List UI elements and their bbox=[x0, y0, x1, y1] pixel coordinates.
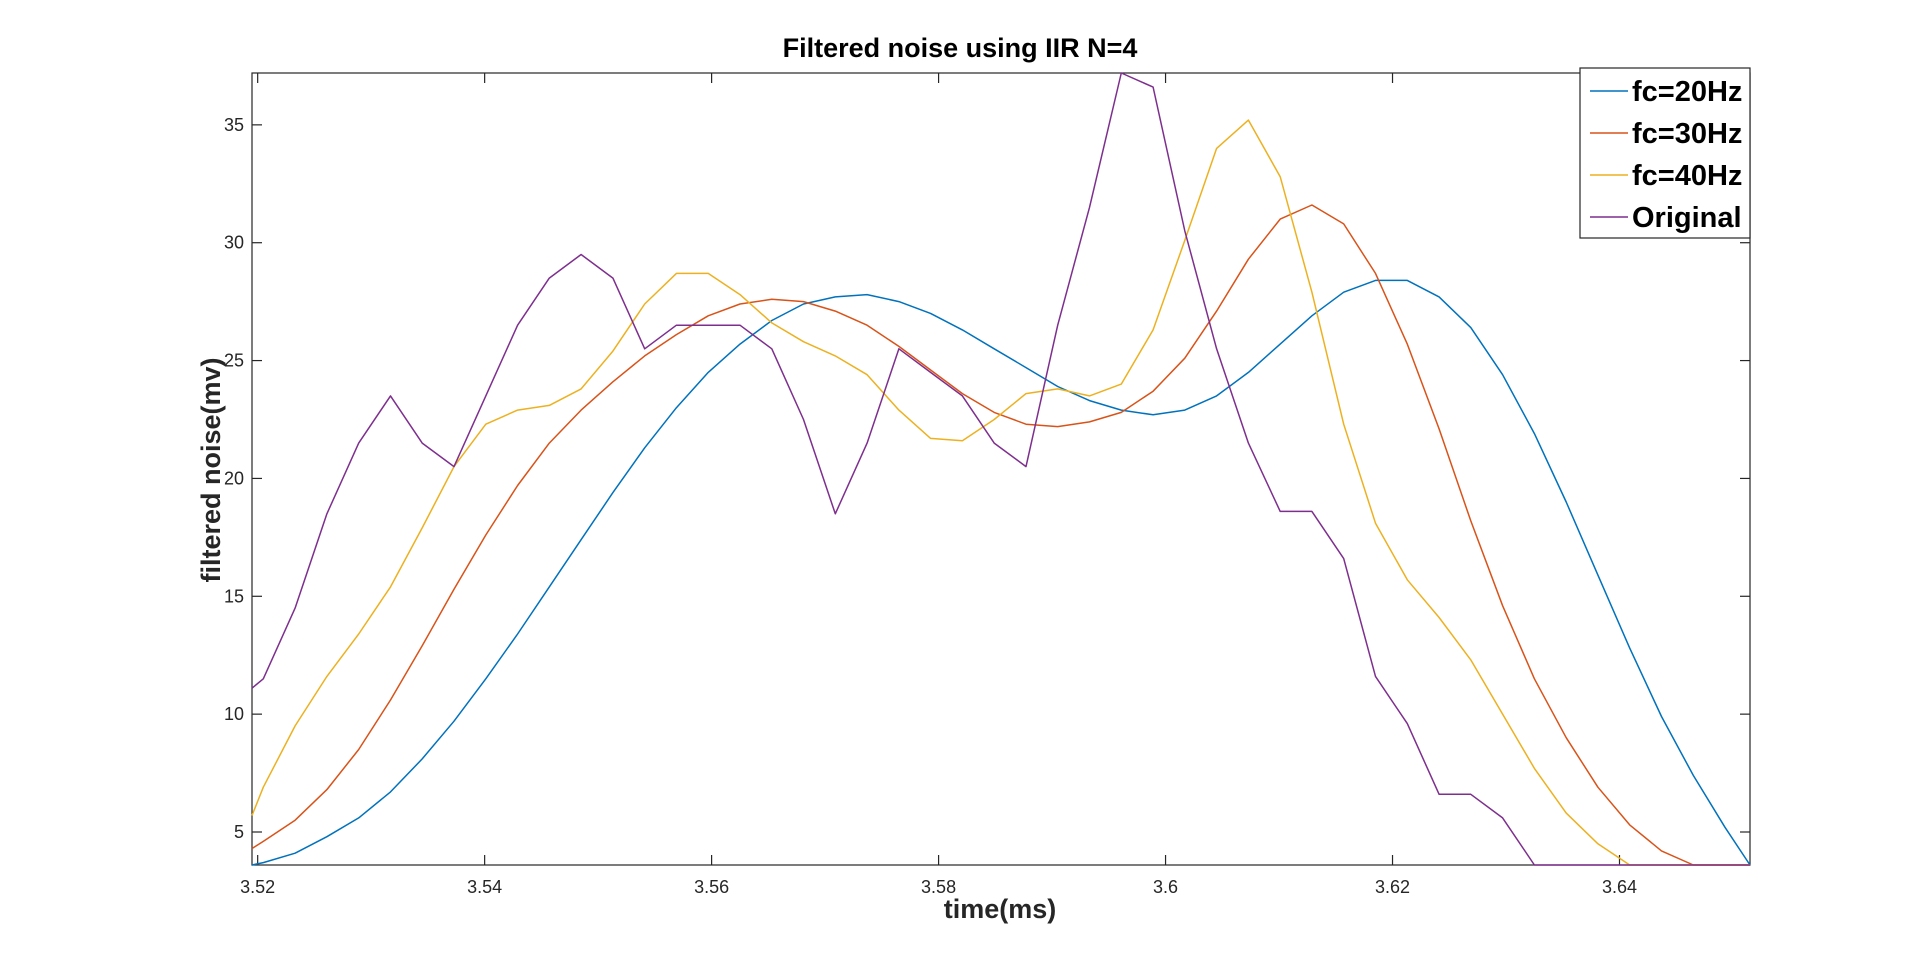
x-tick-label: 3.6 bbox=[1153, 877, 1178, 897]
x-tick-label: 3.54 bbox=[467, 877, 502, 897]
x-tick-label: 3.58 bbox=[921, 877, 956, 897]
legend-entries: fc=20Hz fc=30Hz fc=40Hz Original bbox=[1590, 76, 1742, 234]
y-tick-label: 30 bbox=[224, 233, 244, 253]
x-tick-label: 3.62 bbox=[1375, 877, 1410, 897]
y-axis-label: filtered noise(mv) bbox=[196, 357, 226, 582]
x-tick-label: 3.56 bbox=[694, 877, 729, 897]
y-tick-label: 10 bbox=[224, 704, 244, 724]
series-line-original bbox=[251, 72, 1750, 866]
y-tick-label: 15 bbox=[224, 586, 244, 606]
x-tick-label: 3.64 bbox=[1602, 877, 1637, 897]
series-lines bbox=[251, 72, 1751, 866]
legend-label: Original bbox=[1632, 202, 1742, 234]
plot-area: 3.52 3.54 3.56 3.58 3.6 3.62 3.64 5 10 15 20 25 30 3… bbox=[224, 72, 1751, 897]
y-tick-labels: 5 10 15 20 25 30 35 bbox=[224, 115, 244, 842]
series-line-fc-30hz bbox=[251, 204, 1750, 866]
y-tick-label: 20 bbox=[224, 468, 244, 488]
y-tick-label: 35 bbox=[224, 115, 244, 135]
legend-label: fc=40Hz bbox=[1632, 160, 1742, 192]
series-line-fc-20hz bbox=[251, 279, 1751, 866]
axes-box bbox=[251, 72, 1751, 866]
legend-box bbox=[1579, 67, 1751, 239]
y-tick-label: 25 bbox=[224, 351, 244, 371]
legend: fc=20Hz fc=30Hz fc=40Hz Original bbox=[1579, 67, 1751, 239]
y-tick-label: 5 bbox=[234, 822, 244, 842]
legend-label: fc=20Hz bbox=[1632, 76, 1742, 108]
x-tick-label: 3.52 bbox=[240, 877, 275, 897]
chart-title: Filtered noise using IIR N=4 bbox=[783, 33, 1138, 63]
x-tick-labels: 3.52 3.54 3.56 3.58 3.6 3.62 3.64 bbox=[240, 877, 1637, 897]
series-line-fc-40hz bbox=[251, 119, 1750, 866]
legend-label: fc=30Hz bbox=[1632, 118, 1742, 150]
x-axis-label: time(ms) bbox=[944, 894, 1057, 924]
